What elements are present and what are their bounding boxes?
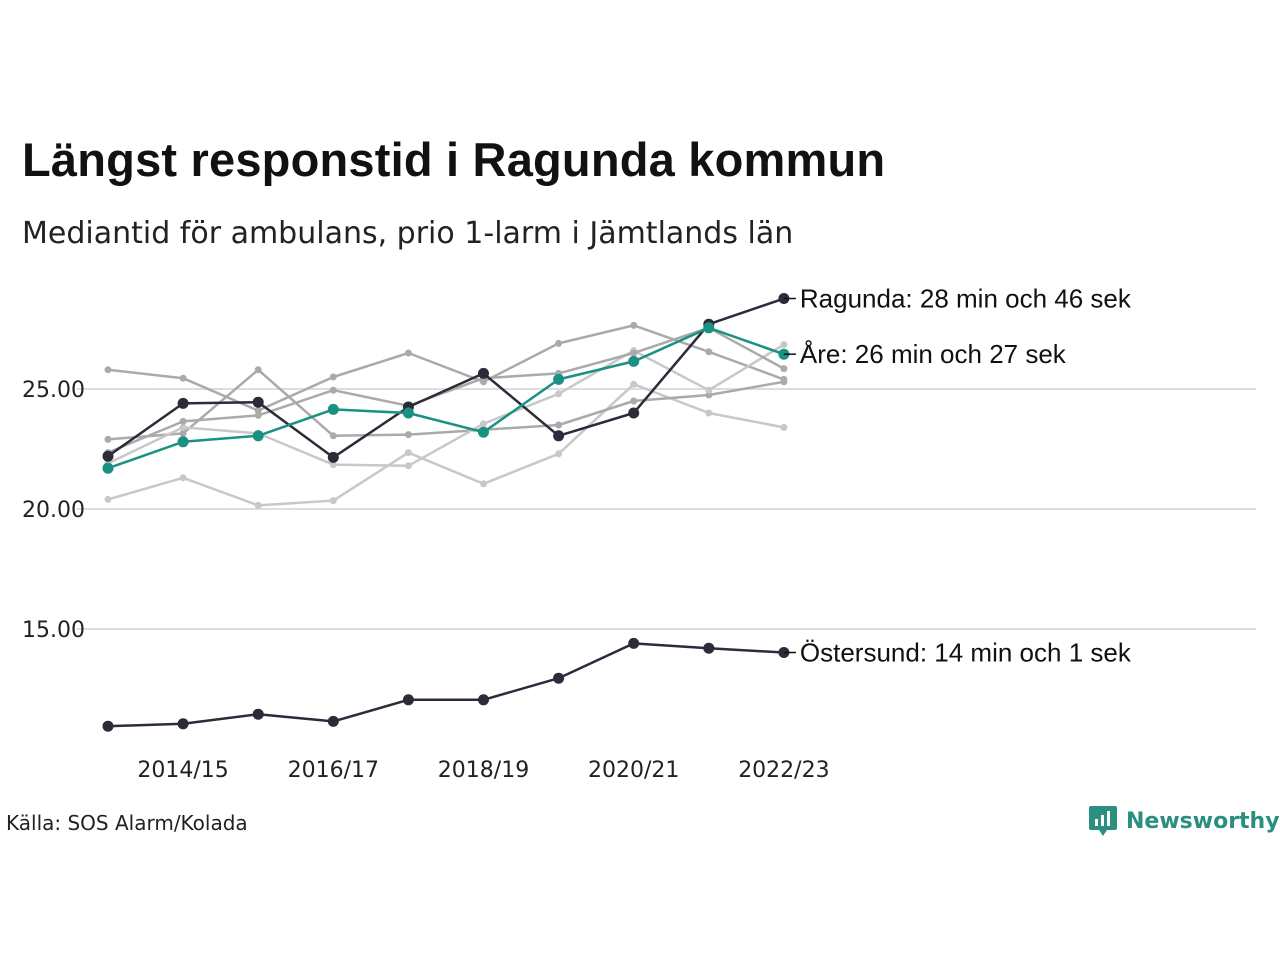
data-point: [555, 339, 563, 347]
series-line: [107, 343, 785, 468]
data-point: [630, 397, 638, 405]
data-point: [703, 322, 715, 334]
source-note: Källa: SOS Alarm/Kolada: [6, 811, 248, 835]
series-labels: Ragunda: 28 min och 46 sek Åre: 26 min oc…: [783, 284, 1132, 668]
highlighted-series: [102, 293, 790, 732]
data-point: [478, 367, 489, 379]
data-point: [329, 461, 337, 469]
newsworthy-logo-icon: [1089, 806, 1117, 836]
series-line: [107, 297, 785, 459]
data-point: [478, 426, 489, 438]
y-tick-label: 15.00: [22, 618, 85, 643]
data-point: [630, 380, 638, 388]
data-point: [705, 386, 713, 394]
series-line: [107, 326, 785, 454]
data-point: [177, 436, 189, 448]
data-point: [102, 462, 114, 474]
x-tick-label: 2022/23: [738, 758, 829, 783]
data-point: [480, 480, 487, 488]
data-point: [329, 386, 337, 394]
data-point: [329, 432, 337, 440]
data-point: [404, 431, 412, 439]
data-point: [102, 720, 114, 732]
data-point: [254, 366, 262, 374]
data-point: [254, 407, 262, 415]
data-point: [628, 637, 640, 649]
data-point: [780, 341, 788, 349]
data-point: [104, 495, 112, 503]
series-re: [102, 322, 790, 474]
data-point: [553, 672, 565, 684]
data-point: [179, 374, 187, 382]
data-point: [553, 430, 565, 442]
x-tick-label: 2020/21: [588, 758, 679, 783]
series-line: [107, 642, 784, 728]
data-point: [628, 407, 640, 419]
data-point: [628, 355, 640, 367]
x-tick-label: 2018/19: [438, 758, 529, 783]
data-point: [630, 349, 638, 357]
data-point: [404, 462, 412, 470]
series-label: Östersund: 14 min och 1 sek: [800, 638, 1132, 668]
background-series-line: [104, 321, 788, 415]
series-line: [107, 326, 785, 470]
data-point: [179, 474, 187, 482]
background-series-line: [104, 341, 788, 470]
data-point: [780, 365, 788, 373]
series-label: Ragunda: 28 min och 46 sek: [800, 284, 1132, 314]
data-point: [179, 423, 187, 431]
background-series: [104, 321, 788, 509]
axis-labels: 25.00 20.00 15.00 2014/15 2016/17 2018/19 2020…: [22, 378, 830, 783]
y-tick-label: 20.00: [22, 498, 85, 523]
data-point: [252, 430, 264, 442]
data-point: [329, 497, 337, 505]
data-point: [179, 417, 187, 425]
gridlines: [77, 388, 1256, 630]
data-point: [705, 348, 713, 356]
data-point: [177, 718, 189, 730]
x-tick-label: 2016/17: [288, 758, 379, 783]
data-point: [780, 378, 788, 386]
data-point: [555, 390, 563, 398]
data-point: [104, 366, 112, 374]
data-point: [780, 423, 788, 431]
data-point: [404, 349, 412, 357]
data-point: [553, 373, 565, 385]
data-point: [254, 411, 262, 419]
data-point: [252, 708, 264, 720]
data-point: [478, 694, 489, 706]
data-point: [555, 421, 563, 429]
data-point: [327, 715, 339, 727]
data-point: [327, 451, 339, 463]
data-point: [705, 409, 713, 417]
data-point: [630, 321, 638, 329]
data-point: [327, 403, 339, 415]
chart-title: Längst responstid i Ragunda kommun: [22, 133, 886, 186]
data-point: [179, 429, 187, 437]
data-point: [102, 450, 114, 462]
data-point: [329, 373, 337, 381]
series-label: Åre: 26 min och 27 sek: [800, 339, 1067, 369]
brand-name: Newsworthy: [1126, 808, 1280, 834]
brand-logo: Newsworthy: [1088, 804, 1280, 838]
series-line: [107, 324, 785, 412]
chart-subtitle: Mediantid för ambulans, prio 1-larm i Jä…: [22, 216, 794, 251]
data-point: [104, 435, 112, 443]
y-tick-label: 25.00: [22, 378, 85, 403]
data-point: [703, 642, 715, 654]
data-point: [177, 397, 189, 409]
data-point: [555, 450, 563, 458]
x-tick-label: 2014/15: [137, 758, 228, 783]
data-point: [404, 449, 412, 457]
data-point: [254, 501, 262, 509]
data-point: [402, 407, 414, 419]
series-stersund: [102, 637, 790, 732]
data-point: [252, 396, 264, 408]
data-point: [705, 391, 713, 399]
data-point: [402, 694, 414, 706]
data-point: [480, 420, 487, 428]
